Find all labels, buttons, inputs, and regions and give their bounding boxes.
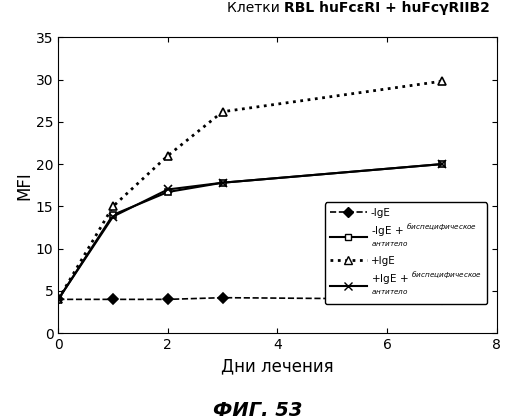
X-axis label: Дни лечения: Дни лечения [221,357,334,375]
Text: Клетки: Клетки [227,1,284,15]
Title: Клетки RBL huFcεRI + huFcγRIIB2: Клетки RBL huFcεRI + huFcγRIIB2 [0,419,1,420]
Text: ФИГ. 53: ФИГ. 53 [213,401,303,420]
Y-axis label: MFI: MFI [15,171,33,200]
Legend: -IgE, -IgE + $^{биспецифическое}$
$^{антитело}$, +IgE, +IgE + $^{биспецифическое: -IgE, -IgE + $^{биспецифическое}$ $^{ант… [325,202,487,304]
Text: RBL huFcεRI + huFcγRIIB2: RBL huFcεRI + huFcγRIIB2 [284,1,490,15]
